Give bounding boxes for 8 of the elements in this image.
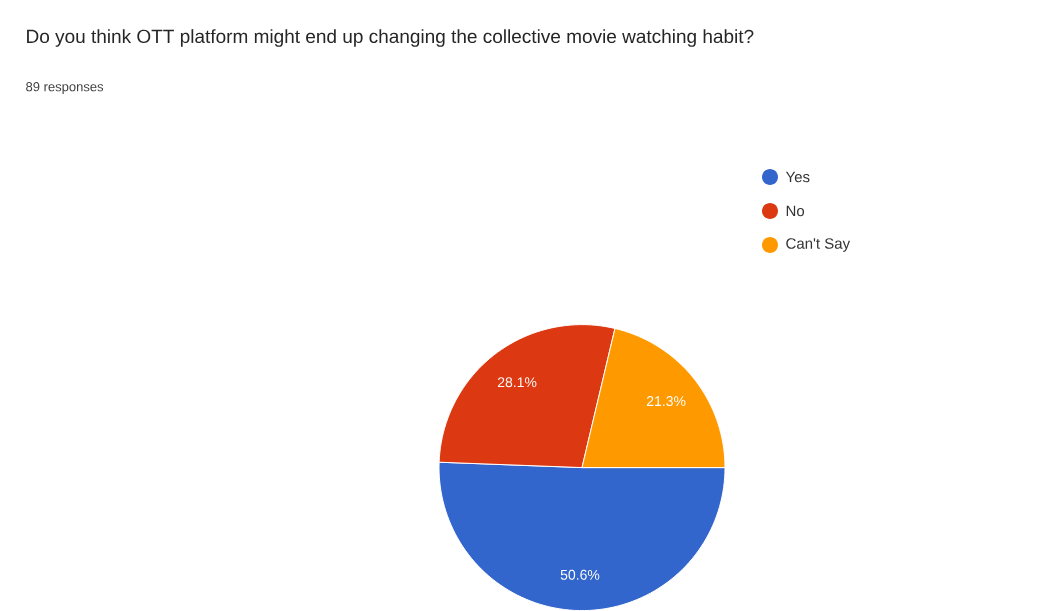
- data-label: 28.1%: [497, 377, 537, 388]
- legend-label: No: [786, 205, 805, 217]
- chart-title: Do you think OTT platform might end up changing the collective movie watching habit?: [27, 29, 754, 47]
- legend-label: Yes: [785, 171, 810, 183]
- legend-label: Can't Say: [786, 238, 851, 252]
- data-label: 21.3%: [646, 396, 686, 407]
- text: 89 responses: [26, 82, 104, 94]
- data-label: 50.6%: [560, 569, 600, 580]
